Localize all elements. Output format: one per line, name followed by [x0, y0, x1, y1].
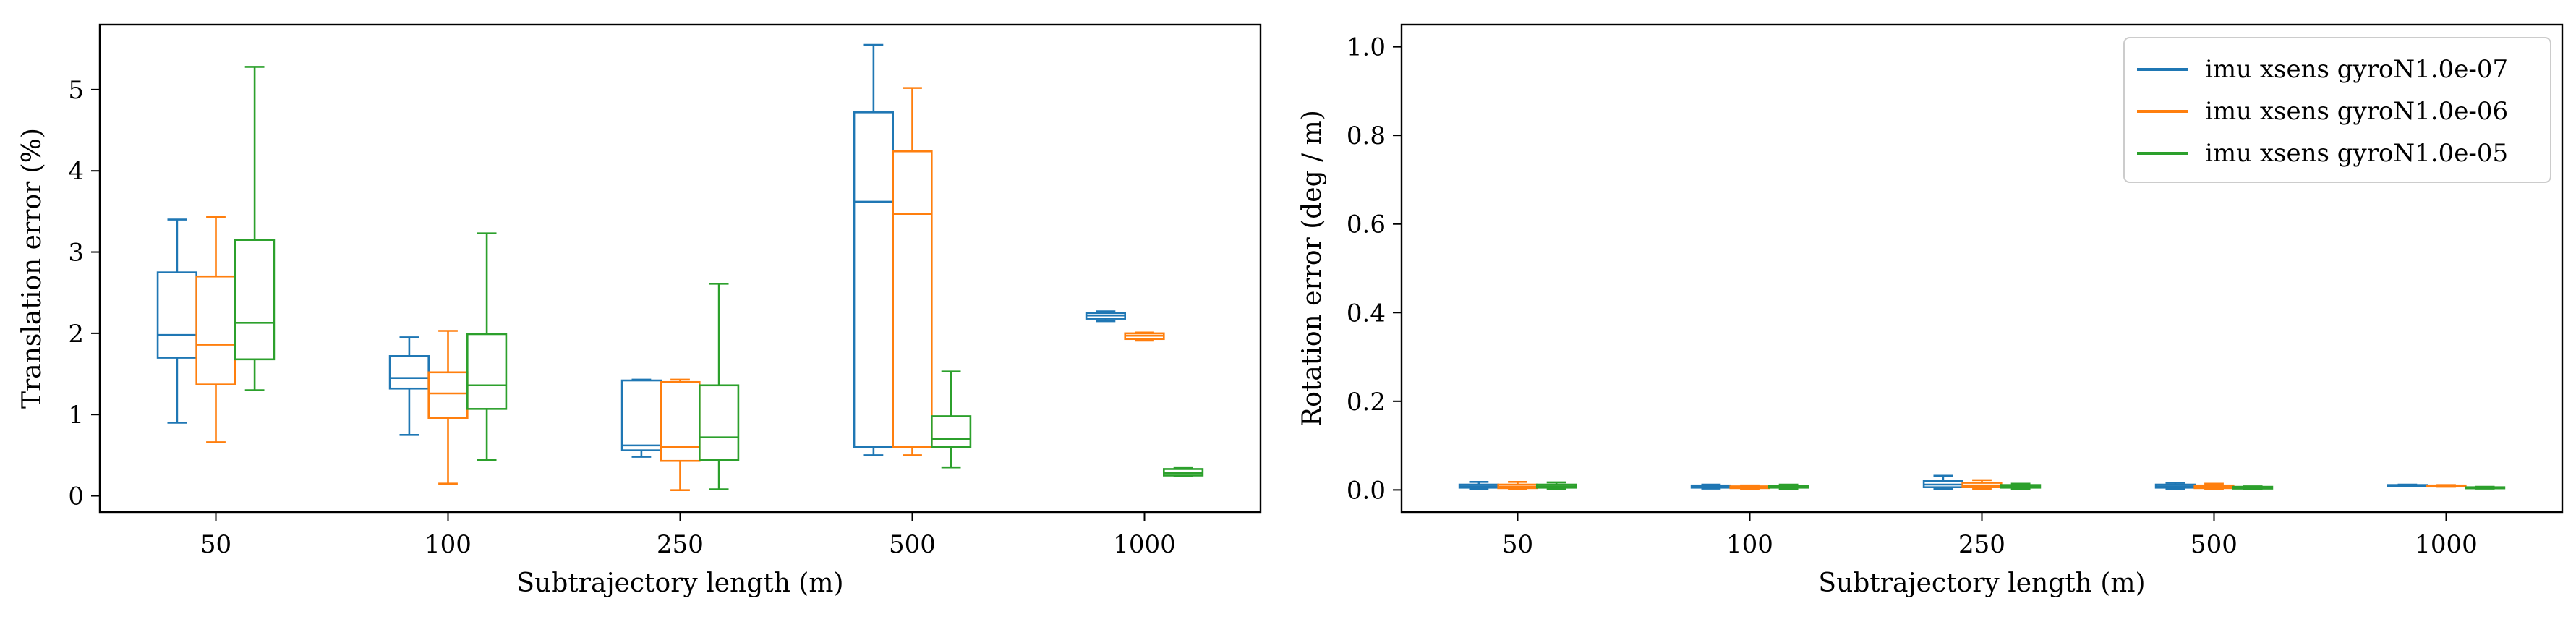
box-plot: [2387, 483, 2428, 487]
y-tick-label: 0.8: [1347, 122, 1386, 150]
box-plot: [1690, 483, 1731, 490]
box-iqr: [466, 333, 508, 410]
y-tick-label: 0.4: [1347, 299, 1386, 328]
axes-frame: [98, 23, 1262, 514]
box-iqr: [853, 111, 894, 448]
box-plot: [699, 283, 740, 490]
y-tick-label: 0.6: [1347, 210, 1386, 239]
box-plot: [195, 216, 236, 443]
x-tick-label: 250: [657, 530, 704, 559]
x-tick-label: 1000: [2415, 530, 2478, 559]
y-tick-label: 1: [68, 401, 84, 430]
box-iqr: [699, 384, 740, 461]
box-plot: [931, 370, 972, 469]
box-plot: [1536, 481, 1577, 491]
y-axis-label: Translation error (%): [17, 128, 47, 409]
translation-error-panel: 0 1 2 3 4 5 50 100 250 500 1000 Subtrajectory lengt…: [17, 23, 1262, 598]
box-iqr: [620, 379, 662, 451]
y-tick-label: 0: [68, 482, 84, 511]
y-axis-label: Rotation error (deg / m): [1297, 110, 1327, 427]
x-tick-label: 1000: [1113, 530, 1176, 559]
x-tick-label: 100: [425, 530, 472, 559]
y-tick-label: 1.0: [1347, 33, 1386, 62]
box-plot: [1922, 474, 1963, 490]
y-tick-label: 5: [68, 76, 84, 105]
legend-entry: imu xsens gyroN1.0e-05: [2205, 139, 2508, 168]
x-axis-label: Subtrajectory length (m): [1818, 568, 2145, 598]
box-plot: [1458, 481, 1499, 490]
box-iqr: [892, 150, 933, 448]
x-tick-label: 100: [1726, 530, 1773, 559]
box-plot: [2000, 482, 2042, 490]
box-iqr: [660, 380, 701, 462]
x-tick-label: 250: [1958, 530, 2005, 559]
box-plot: [2193, 482, 2235, 490]
box-plot: [466, 232, 508, 461]
y-tick-label: 2: [68, 320, 84, 349]
rotation-error-panel: 0.0 0.2 0.4 0.6 0.8 1.0 50 100 250 500 1000 Subtraj…: [1297, 23, 2564, 598]
box-plot: [620, 378, 662, 458]
axes-frame: [1400, 23, 2564, 514]
box-plot: [2154, 482, 2196, 490]
box-iqr: [931, 415, 972, 448]
box-plot: [156, 218, 197, 424]
y-tick-label: 4: [68, 157, 84, 186]
legend-entry: imu xsens gyroN1.0e-07: [2205, 55, 2508, 84]
box-plot: [1085, 310, 1126, 323]
box-plot: [427, 330, 469, 485]
box-plot: [1961, 479, 2003, 490]
y-tick-label: 0.2: [1347, 388, 1386, 417]
legend: imu xsens gyroN1.0e-07 imu xsens gyroN1.0…: [2123, 37, 2551, 183]
x-tick-label: 500: [2191, 530, 2238, 559]
box-plot: [1768, 483, 1809, 490]
box-plot: [2426, 484, 2467, 488]
box-plot: [234, 66, 276, 391]
y-tick-label: 0.0: [1347, 476, 1386, 505]
x-tick-label: 500: [889, 530, 936, 559]
legend-entry: imu xsens gyroN1.0e-06: [2205, 97, 2508, 126]
x-axis-label: Subtrajectory length (m): [516, 568, 843, 598]
box-plot: [388, 336, 430, 436]
box-plot: [1124, 331, 1165, 342]
box-plot: [660, 378, 701, 491]
box-iqr: [427, 371, 469, 419]
box-plot: [1163, 466, 1204, 477]
box-plot: [1729, 484, 1770, 490]
x-tick-label: 50: [200, 530, 231, 559]
box-plot: [892, 87, 933, 456]
box-plot: [2232, 485, 2274, 491]
box-iqr: [234, 239, 276, 361]
x-tick-label: 50: [1502, 530, 1533, 559]
box-iqr: [156, 271, 197, 359]
legend-box: [2123, 37, 2551, 183]
box-plot: [2465, 485, 2506, 490]
box-plot: [853, 43, 894, 456]
box-iqr: [388, 355, 430, 390]
box-iqr: [195, 275, 236, 385]
box-plot: [1497, 481, 1538, 491]
y-tick-label: 3: [68, 239, 84, 268]
